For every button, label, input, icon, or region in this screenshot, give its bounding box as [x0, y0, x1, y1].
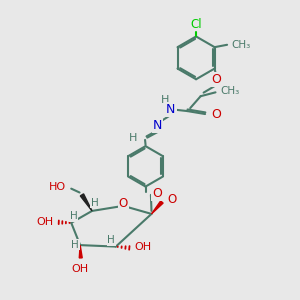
- Text: O: O: [211, 74, 221, 86]
- Text: O: O: [167, 193, 176, 206]
- Text: H: H: [107, 235, 115, 245]
- Text: O: O: [152, 187, 162, 200]
- Text: Cl: Cl: [190, 17, 202, 31]
- Text: N: N: [166, 103, 176, 116]
- Text: H: H: [71, 239, 79, 250]
- Text: CH₃: CH₃: [232, 40, 251, 50]
- Text: N: N: [153, 118, 162, 131]
- Text: OH: OH: [134, 242, 152, 253]
- Text: OH: OH: [36, 217, 53, 226]
- Text: H: H: [91, 198, 98, 208]
- Polygon shape: [80, 194, 92, 211]
- Text: OH: OH: [72, 264, 89, 274]
- Text: H: H: [129, 134, 138, 143]
- Text: HO: HO: [49, 182, 66, 192]
- Text: O: O: [118, 197, 128, 210]
- Text: H: H: [70, 211, 77, 221]
- Polygon shape: [152, 201, 163, 214]
- Text: H: H: [161, 95, 170, 105]
- Text: O: O: [211, 107, 221, 121]
- Text: CH₃: CH₃: [220, 86, 239, 96]
- Polygon shape: [79, 245, 82, 258]
